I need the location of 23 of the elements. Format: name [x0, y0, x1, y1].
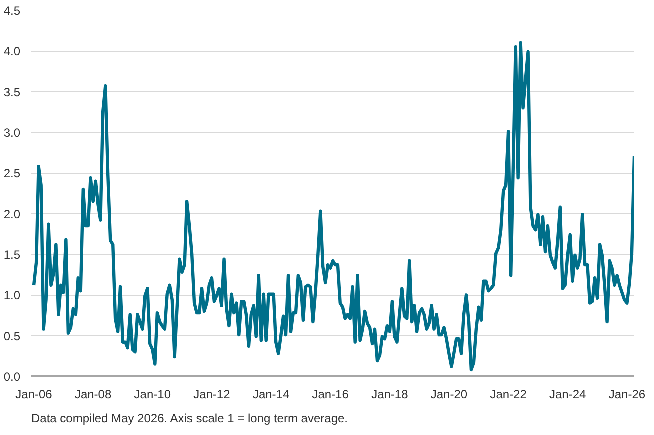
x-tick-label: Jan-08	[74, 388, 112, 402]
x-tick-label: Jan-26	[608, 388, 646, 402]
x-tick-label: Jan-18	[372, 388, 409, 402]
y-tick-label: 1.0	[4, 288, 21, 303]
y-tick-label: 4.5	[4, 4, 21, 18]
text: Data compiled May 2026. Axis scale 1 = long term average.	[32, 412, 348, 426]
y-tick-label: 3.5	[4, 85, 21, 100]
x-tick-label: Jan-12	[194, 388, 231, 402]
x-tick-label: Jan-22	[490, 388, 528, 402]
y-tick-label: 0.5	[4, 329, 21, 344]
x-tick-label: Jan-10	[134, 388, 172, 402]
y-tick-label: 3.0	[4, 126, 21, 140]
y-tick-label: 2.5	[4, 166, 21, 181]
x-tick-label: Jan-20	[430, 388, 468, 402]
y-tick-label: 1.5	[4, 248, 21, 262]
y-tick-label: 4.0	[4, 44, 21, 59]
x-tick-label: Jan-24	[549, 388, 587, 402]
x-tick-label: Jan-14	[252, 388, 290, 402]
y-tick-label: 0.0	[4, 370, 21, 384]
y-tick-label: 2.0	[4, 207, 21, 222]
line-series	[32, 41, 634, 372]
x-tick-label: Jan-06	[16, 388, 53, 402]
x-tick-label: Jan-16	[312, 388, 350, 402]
